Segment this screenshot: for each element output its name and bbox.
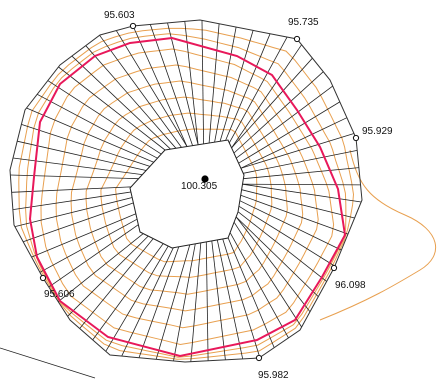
radial-line (237, 211, 327, 282)
radial-line (79, 238, 154, 329)
radial-line (37, 93, 158, 159)
radial-line (243, 167, 359, 180)
radial-line (233, 221, 302, 328)
elevation-label-left: 95.606 (44, 289, 75, 300)
radial-line (208, 23, 220, 144)
radial-line (238, 101, 341, 164)
radial-line (227, 237, 275, 348)
radial-line (236, 85, 333, 159)
radial-line (228, 36, 288, 144)
survey-points (39, 22, 360, 362)
point-marker-right (352, 134, 360, 142)
radial-line (239, 200, 342, 251)
radial-line (149, 24, 193, 146)
radial-line (225, 33, 271, 141)
radial-line (115, 30, 188, 147)
radial-line (167, 22, 199, 145)
radial-line (48, 224, 139, 288)
radial-line (39, 218, 138, 273)
radial-line (240, 133, 355, 169)
radial-line (105, 245, 169, 352)
elevation-label-bottom: 95.982 (258, 370, 289, 381)
radial-line (26, 107, 154, 163)
radial-line (58, 66, 166, 151)
elevation-label-center: 100.305 (181, 181, 218, 192)
radial-line (205, 241, 209, 361)
radial-line (31, 213, 137, 258)
radial-line (243, 150, 358, 174)
radial-line (235, 216, 319, 297)
radial-line (190, 242, 202, 362)
point-marker-left (39, 274, 47, 282)
radial-line (240, 117, 348, 169)
point-marker-top-left (129, 22, 137, 30)
radial-line (173, 243, 196, 361)
point-marker-top-right (293, 35, 301, 43)
radial-line (242, 183, 361, 186)
radial-line (99, 35, 182, 148)
orange-contour-outlier (319, 149, 437, 321)
radial-line (121, 247, 174, 357)
point-marker-bottom-right (330, 264, 338, 272)
elevation-label-top-right: 95.735 (288, 17, 319, 28)
inner-boundary (129, 139, 245, 249)
radial-line (12, 191, 131, 210)
radial-line (47, 80, 162, 155)
elevation-labels: 95.603 95.735 95.929 96.098 95.982 95.60… (44, 10, 393, 381)
radial-line (85, 45, 177, 149)
radial-line (240, 194, 349, 235)
radial-line (11, 186, 132, 193)
radial-line (201, 20, 204, 144)
radial-line (211, 240, 226, 360)
radial-line (219, 30, 254, 142)
radial-line (138, 246, 180, 358)
elevation-label-right: 95.929 (362, 126, 393, 137)
stray-line (0, 347, 96, 379)
radial-line (235, 216, 311, 313)
radial-line (57, 233, 144, 303)
radial-line (233, 71, 324, 154)
radial-line (241, 189, 355, 219)
radial-line (12, 157, 143, 175)
magenta-contour (28, 36, 347, 358)
radial-line (71, 55, 171, 150)
radial-line (21, 124, 151, 167)
radial-line (23, 202, 134, 243)
radial-line (67, 235, 149, 317)
radial-line (222, 238, 261, 358)
outer-boundary (9, 19, 363, 363)
radial-line (214, 27, 237, 143)
radial-line (14, 197, 133, 227)
radial-line (92, 243, 164, 341)
center-point-marker (201, 175, 209, 183)
elevation-label-top-left: 95.603 (104, 10, 135, 21)
radial-line (132, 25, 188, 147)
radial-line (231, 57, 313, 149)
radial-line (17, 140, 147, 171)
radial-line (10, 174, 139, 180)
elevation-label-bottom-right: 96.098 (335, 280, 366, 291)
radial-line (231, 44, 302, 149)
radial-lines (10, 20, 362, 362)
radial-line (216, 239, 244, 359)
radial-line (184, 21, 199, 145)
point-marker-bottom (255, 354, 263, 362)
radial-line (229, 232, 289, 339)
radial-line (238, 205, 336, 267)
radial-line (155, 244, 191, 360)
radial-line (242, 183, 362, 203)
